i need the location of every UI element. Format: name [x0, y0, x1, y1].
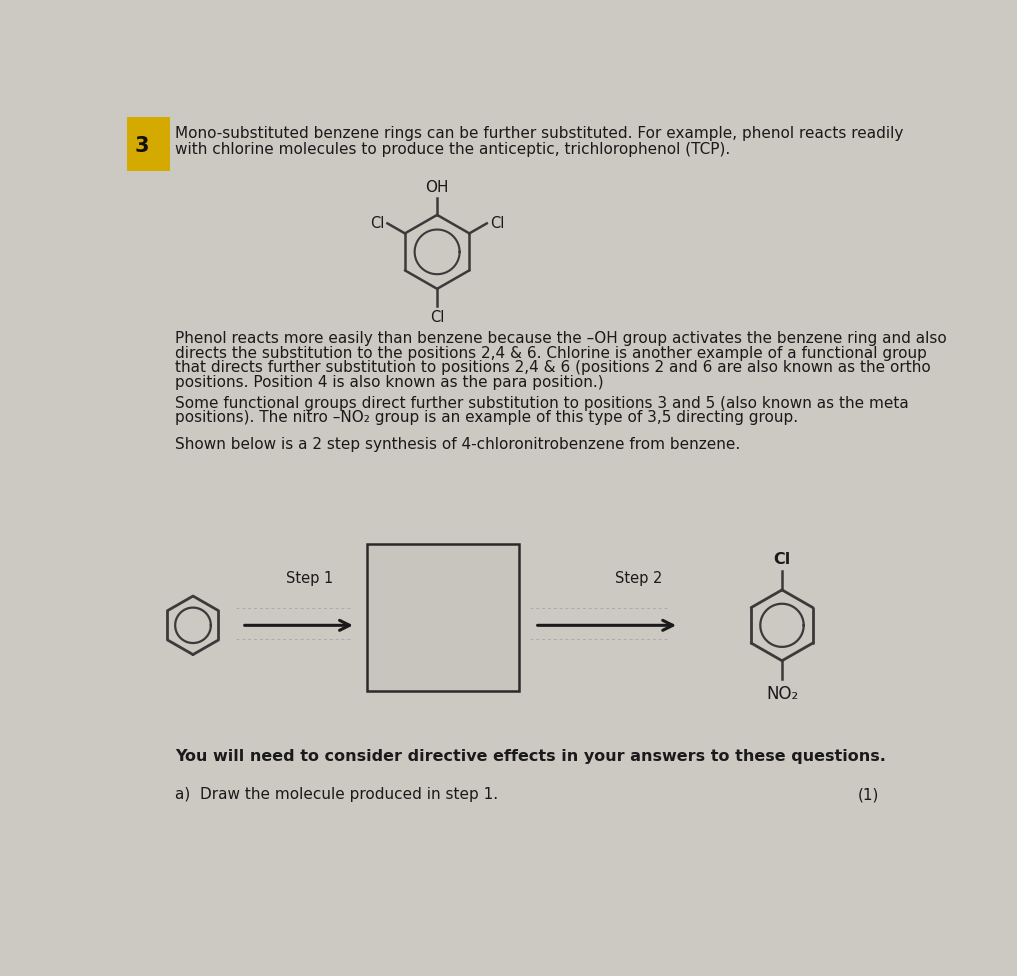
FancyBboxPatch shape: [127, 117, 170, 171]
Text: Step 1: Step 1: [286, 571, 333, 587]
Text: Cl: Cl: [773, 551, 790, 567]
Text: Cl: Cl: [490, 216, 504, 231]
Text: NO₂: NO₂: [766, 685, 798, 704]
Text: Some functional groups direct further substitution to positions 3 and 5 (also kn: Some functional groups direct further su…: [175, 396, 909, 411]
Text: Cl: Cl: [430, 310, 444, 325]
Text: 3: 3: [135, 137, 149, 156]
Text: positions). The nitro –NO₂ group is an example of this type of 3,5 directing gro: positions). The nitro –NO₂ group is an e…: [175, 411, 798, 426]
Text: positions. Position 4 is also known as the para position.): positions. Position 4 is also known as t…: [175, 375, 604, 390]
Text: Mono-substituted benzene rings can be further substituted. For example, phenol r: Mono-substituted benzene rings can be fu…: [175, 126, 903, 142]
Text: a)  Draw the molecule produced in step 1.: a) Draw the molecule produced in step 1.: [175, 787, 498, 802]
Text: (1): (1): [857, 787, 879, 802]
Text: Cl: Cl: [370, 216, 384, 231]
FancyBboxPatch shape: [367, 545, 519, 691]
Text: Phenol reacts more easily than benzene because the –OH group activates the benze: Phenol reacts more easily than benzene b…: [175, 331, 947, 346]
Text: directs the substitution to the positions 2,4 & 6. Chlorine is another example o: directs the substitution to the position…: [175, 346, 928, 361]
Text: Shown below is a 2 step synthesis of 4-chloronitrobenzene from benzene.: Shown below is a 2 step synthesis of 4-c…: [175, 437, 740, 453]
Text: that directs further substitution to positions 2,4 & 6 (positions 2 and 6 are al: that directs further substitution to pos…: [175, 360, 931, 376]
Text: You will need to consider directive effects in your answers to these questions.: You will need to consider directive effe…: [175, 749, 886, 763]
Text: OH: OH: [425, 180, 448, 195]
Text: with chlorine molecules to produce the anticeptic, trichlorophenol (TCP).: with chlorine molecules to produce the a…: [175, 142, 730, 157]
Text: Step 2: Step 2: [615, 571, 662, 587]
